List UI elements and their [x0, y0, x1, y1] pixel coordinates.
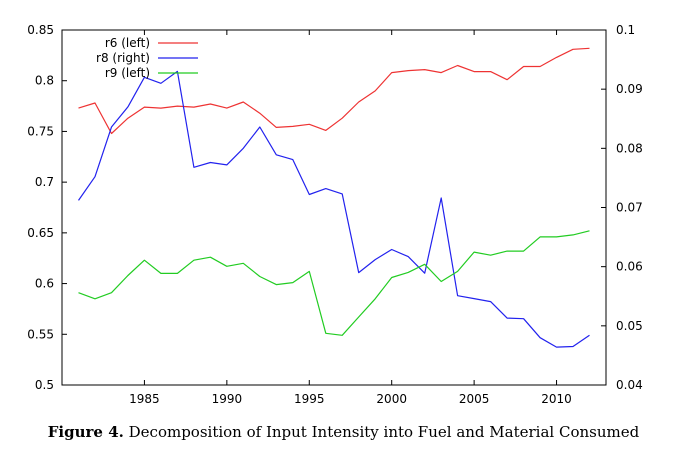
left-y-tick-label: 0.75 [27, 124, 54, 138]
right-y-tick-label: 0.07 [616, 201, 643, 215]
left-y-tick-label: 0.5 [35, 378, 54, 392]
left-y-tick-label: 0.85 [27, 23, 54, 37]
plot-area-frame [61, 29, 607, 386]
left-y-tick-label: 0.65 [27, 226, 54, 240]
series-line-2 [78, 70, 590, 348]
left-y-tick-label: 0.55 [27, 327, 54, 341]
right-y-tick-label: 0.08 [616, 141, 643, 155]
figure-caption-text: Decomposition of Input Intensity into Fu… [128, 423, 640, 441]
figure-caption: Figure 4. Decomposition of Input Intensi… [0, 423, 687, 441]
left-y-tick-label: 0.7 [35, 175, 54, 189]
right-y-tick-label: 0.05 [616, 319, 643, 333]
legend-label: r6 (left) [105, 36, 150, 50]
right-y-axis: 0.04 0.05 0.06 0.07 0.08 0.09 0.1 [601, 23, 643, 392]
legend-label: r8 (right) [96, 51, 150, 65]
right-y-tick-label: 0.06 [616, 260, 643, 274]
right-y-tick-label: 0.1 [616, 23, 635, 37]
legend: r6 (left)r8 (right)r9 (left) [96, 36, 198, 80]
x-axis: 1985 1990 1995 2000 2005 2010 [129, 30, 572, 406]
figure-label: Figure 4. [47, 423, 124, 441]
right-y-tick-label: 0.04 [616, 378, 643, 392]
x-tick-label: 1990 [212, 392, 243, 406]
series-line-3 [78, 230, 590, 336]
series-lines [78, 47, 590, 348]
x-tick-label: 1985 [129, 392, 160, 406]
x-tick-label: 2005 [459, 392, 490, 406]
series-line-1 [78, 47, 590, 135]
left-y-tick-label: 0.8 [35, 74, 54, 88]
left-y-tick-label: 0.6 [35, 277, 54, 291]
legend-label: r9 (left) [105, 66, 150, 80]
x-tick-label: 1995 [294, 392, 325, 406]
x-tick-label: 2000 [376, 392, 407, 406]
x-tick-label: 2010 [541, 392, 572, 406]
left-y-axis: 0.5 0.55 0.6 0.65 0.7 0.75 0.8 0.85 [27, 23, 67, 392]
dual-axis-line-chart: 1985 1990 1995 2000 2005 2010 0.50.550.60.650… [27, 23, 643, 406]
right-y-tick-label: 0.09 [616, 82, 643, 96]
